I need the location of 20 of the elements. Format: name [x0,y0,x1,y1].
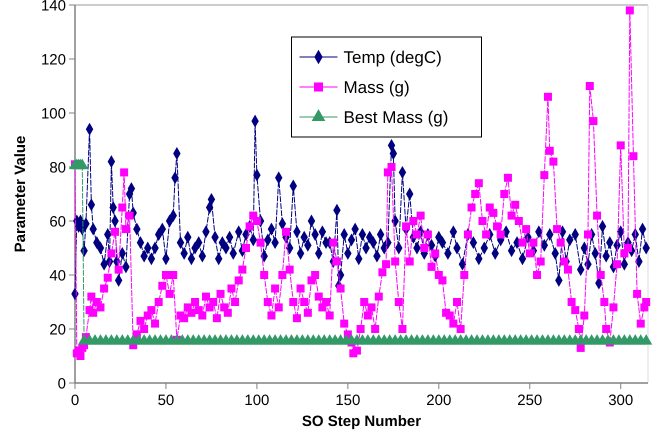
y-tick-label: 0 [58,375,66,392]
y-axis-title: Parameter Value [12,136,29,252]
x-tick-label: 100 [244,392,270,409]
legend-label: Mass (g) [344,78,410,97]
y-tick-label: 120 [40,51,66,68]
legend-label: Best Mass (g) [344,108,448,127]
y-tick-label: 80 [49,159,66,176]
x-tick-label: 300 [608,392,634,409]
x-tick-label: 0 [70,392,80,409]
y-tick-label: 60 [49,213,66,230]
x-tick-label: 200 [426,392,452,409]
y-tick-label: 20 [49,321,66,338]
legend-label: Temp (degC) [344,48,442,67]
y-tick-label: 100 [40,105,66,122]
x-axis-title: SO Step Number [302,413,422,430]
x-tick-label: 250 [517,392,542,409]
y-tick-label: 40 [49,267,66,284]
y-tick-label: 140 [40,0,66,14]
x-tick-label: 50 [158,392,174,409]
x-tick-label: 150 [335,392,360,409]
